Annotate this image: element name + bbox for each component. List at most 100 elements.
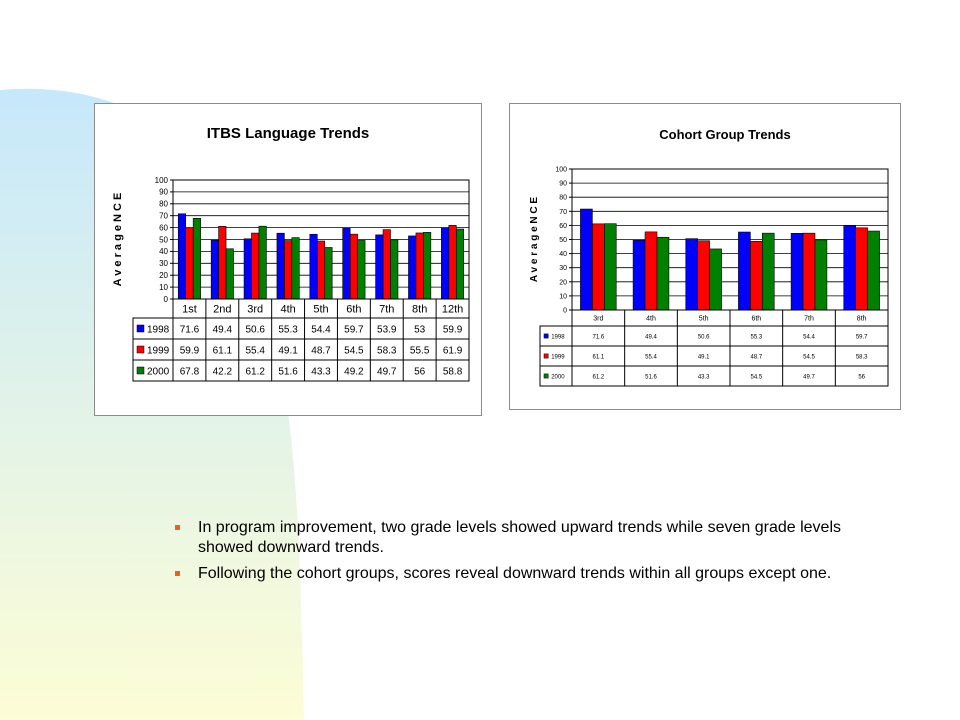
data-label: 54.4 [803, 334, 815, 340]
data-label: 59.9 [180, 345, 200, 356]
category-label: 5th [313, 304, 328, 316]
data-label: 55.5 [410, 345, 430, 356]
data-label: 51.6 [278, 366, 298, 377]
legend-swatch [136, 366, 145, 375]
bullet-item-cohort-groups: Following the cohort groups, scores reve… [160, 564, 860, 584]
y-tick-label: 90 [559, 181, 567, 188]
data-label: 49.4 [645, 334, 657, 340]
legend-label: 1998 [147, 324, 170, 335]
legend-swatch [543, 333, 549, 339]
y-tick-label: 10 [559, 293, 567, 300]
bar-1999-8th [855, 227, 868, 311]
y-tick-label: 20 [159, 271, 168, 280]
bar-1998-4th [632, 240, 646, 311]
data-label: 59.9 [443, 324, 463, 335]
legend-label: 1998 [551, 334, 565, 340]
bar-2000-4th [291, 237, 300, 300]
y-tick-label: 0 [164, 295, 169, 304]
category-label: 6th [751, 316, 761, 323]
bar-1998-3rd [243, 238, 252, 300]
chart-title: ITBS Language Trends [207, 125, 370, 142]
data-label: 51.6 [645, 374, 657, 380]
data-label: 61.1 [592, 354, 604, 360]
data-label: 50.6 [245, 324, 265, 335]
bar-1998-6th [342, 227, 351, 300]
bar-1999-3rd [251, 232, 260, 300]
bullet-text: Following the cohort groups, scores reve… [198, 565, 832, 582]
bar-1999-7th [382, 229, 391, 300]
legend-swatch [543, 353, 549, 359]
data-label: 42.2 [213, 366, 233, 377]
data-label: 49.2 [344, 366, 364, 377]
y-axis-label: A v e r a g e N C E [112, 193, 124, 287]
bar-1999-4th [284, 240, 293, 300]
bullet-square-icon [175, 571, 180, 576]
legend-swatch [543, 373, 549, 379]
y-tick-label: 90 [159, 188, 168, 197]
bar-2000-3rd [258, 225, 267, 300]
data-label: 71.6 [180, 324, 200, 335]
y-tick-label: 40 [159, 247, 168, 256]
data-label: 49.4 [213, 324, 233, 335]
data-label: 55.3 [750, 334, 762, 340]
bar-1999-6th [750, 241, 763, 311]
bar-1998-2nd [210, 239, 219, 300]
itbs-chart-svg: ITBS Language Trends A v e r a g e N C E 0… [112, 125, 470, 382]
bullet-item-upward-trends: In program improvement, two grade levels… [160, 518, 860, 558]
y-tick-label: 100 [155, 176, 169, 185]
bar-1998-8th [843, 225, 856, 311]
bar-1998-6th [738, 231, 751, 311]
legend-label: 1999 [147, 345, 170, 356]
y-tick-label: 60 [159, 223, 168, 232]
y-tick-label: 80 [159, 200, 168, 209]
legend-swatch [136, 345, 145, 354]
data-label: 55.3 [278, 324, 298, 335]
category-label: 3rd [593, 316, 603, 323]
bullet-list: In program improvement, two grade levels… [160, 518, 860, 590]
category-label: 7th [804, 316, 814, 323]
bar-1998-7th [375, 234, 384, 300]
y-tick-label: 70 [159, 212, 168, 221]
bar-2000-5th [709, 248, 722, 311]
bar-2000-5th [324, 247, 333, 300]
bar-2000-1st [192, 218, 201, 300]
bar-1999-2nd [218, 225, 227, 300]
bullet-text: In program improvement, two grade levels… [198, 519, 841, 556]
data-label: 59.7 [344, 324, 364, 335]
bar-1999-1st [185, 227, 194, 300]
category-label: 6th [346, 304, 361, 316]
bar-1998-1st [177, 213, 187, 300]
data-label: 50.6 [698, 334, 710, 340]
y-tick-label: 10 [159, 283, 168, 292]
category-label: 1st [182, 304, 197, 316]
category-label: 2nd [213, 304, 231, 316]
bar-2000-2nd [225, 248, 234, 300]
data-label: 54.5 [344, 345, 364, 356]
category-label: 8th [857, 316, 867, 323]
y-tick-label: 60 [559, 223, 567, 230]
bar-2000-12th [455, 228, 465, 300]
bar-2000-8th [867, 230, 880, 311]
data-label: 54.4 [311, 324, 331, 335]
bar-1999-12th [448, 225, 457, 300]
bar-1998-5th [685, 238, 698, 311]
y-tick-label: 20 [559, 279, 567, 286]
bar-2000-6th [357, 240, 366, 300]
data-label: 49.7 [803, 374, 815, 380]
data-label: 58.3 [377, 345, 397, 356]
data-label: 43.3 [698, 374, 710, 380]
category-label: 4th [280, 304, 295, 316]
data-label: 56 [858, 374, 865, 380]
data-label: 49.1 [698, 354, 710, 360]
data-label: 48.7 [311, 345, 331, 356]
data-label: 54.5 [750, 374, 762, 380]
bar-2000-8th [423, 232, 432, 300]
y-tick-label: 30 [559, 265, 567, 272]
y-tick-label: 70 [559, 209, 567, 216]
bar-1999-7th [802, 232, 816, 311]
bar-2000-7th [814, 239, 828, 311]
category-label: 7th [379, 304, 394, 316]
bar-1999-6th [349, 233, 358, 300]
legend-swatch [136, 324, 145, 333]
bullet-square-icon [175, 525, 180, 530]
